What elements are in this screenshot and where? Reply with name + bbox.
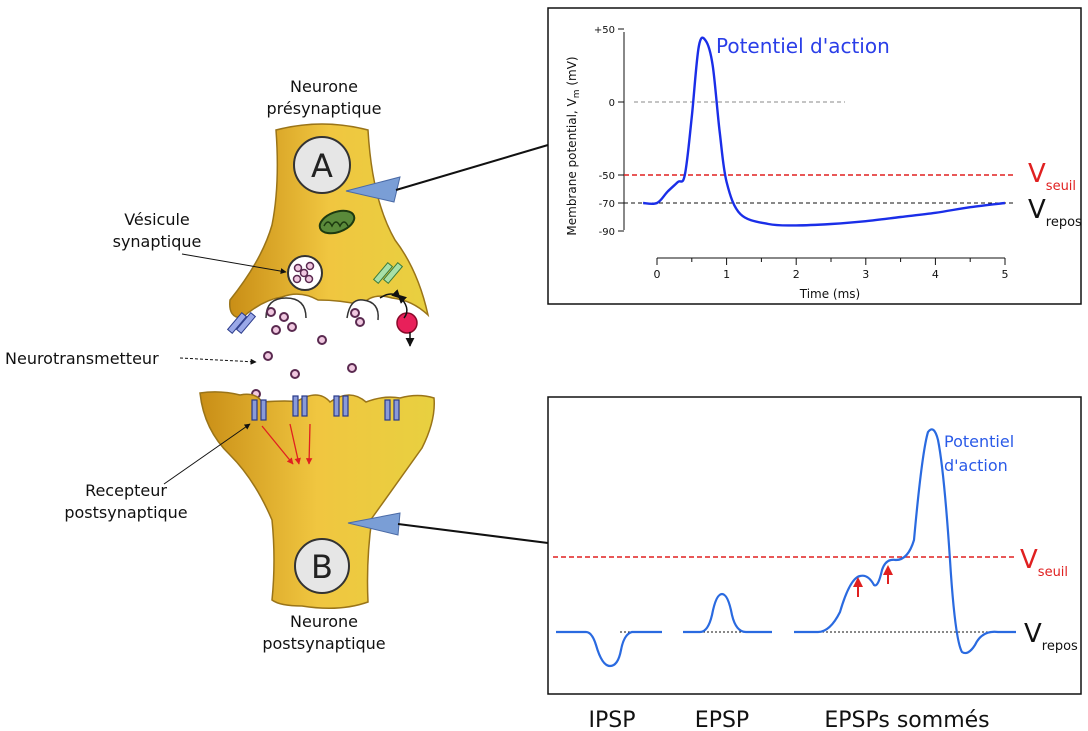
- x-tick-label: 0: [654, 268, 661, 281]
- x-tick-label: 1: [723, 268, 730, 281]
- postsynaptic-label-line1: Neurone: [290, 612, 358, 631]
- neuron-a-circle: [293, 136, 351, 194]
- neuron-b-circle: [294, 538, 350, 594]
- category-epsp: EPSP: [695, 708, 749, 731]
- neurotransmitter-pointer: [179, 357, 257, 365]
- presynaptic-label-line2: présynaptique: [267, 99, 382, 118]
- psp-chart: Potentiel d'action Vseuil Vrepos: [553, 428, 1078, 668]
- vesicle-label-line2: synaptique: [113, 232, 202, 251]
- vesicle-pointer: [181, 253, 287, 275]
- neuron-a-letter: A: [311, 147, 333, 185]
- x-axis-label: Time (ms): [799, 287, 861, 301]
- psp-rest-label: Vrepos: [1024, 619, 1078, 654]
- ap-title: Potentiel d'action: [716, 34, 890, 58]
- x-tick-label: 5: [1002, 268, 1009, 281]
- x-tick-label: 4: [932, 268, 939, 281]
- mitochondrion-icon: [318, 209, 356, 235]
- y-tick-label: -70: [599, 199, 615, 210]
- y-tick-label: 0: [609, 98, 615, 109]
- epsp-trace: [683, 592, 772, 634]
- psp-threshold-label: Vseuil: [1020, 545, 1068, 580]
- reuptake-transporter-icon: [372, 261, 404, 285]
- neuron-b-letter: B: [311, 548, 333, 586]
- postsynaptic-receptor-icons: [251, 395, 400, 421]
- callout-bottom: [347, 512, 549, 544]
- action-potential-panel: [547, 7, 1082, 305]
- autoreceptor-icon: [226, 311, 257, 335]
- receptor-pointer: [163, 423, 251, 485]
- postsynaptic-label-line2: postsynaptique: [262, 634, 385, 653]
- category-epsps-summed: EPSPs sommés: [824, 708, 989, 731]
- epsp-sum-trace: [794, 428, 1016, 655]
- presynaptic-label-line1: Neurone: [290, 77, 358, 96]
- summation-arrows: [853, 565, 893, 597]
- y-tick-label: -90: [599, 227, 615, 238]
- ap-threshold-label: Vseuil: [1028, 159, 1076, 194]
- x-tick-label: 3: [862, 268, 869, 281]
- action-potential-trace: [643, 36, 1006, 227]
- vesicle-label-line1: Vésicule: [124, 210, 190, 229]
- synaptic-vesicle-icon: [287, 255, 323, 291]
- x-tick-label: 2: [793, 268, 800, 281]
- y-tick-label: +50: [594, 25, 615, 36]
- receptor-label-line2: postsynaptique: [64, 503, 187, 522]
- ipsp-trace: [556, 630, 662, 668]
- postsynaptic-neuron: [199, 391, 435, 609]
- category-ipsp: IPSP: [589, 708, 636, 731]
- neurotransmitter-molecules: [251, 307, 365, 399]
- psp-panel: [547, 396, 1082, 695]
- receptor-label-line1: Recepteur: [85, 481, 167, 500]
- y-axis-label: Membrane potential, Vm (mV): [565, 56, 582, 235]
- neurotransmitter-label: Neurotransmetteur: [5, 349, 159, 368]
- y-tick-label: -50: [599, 171, 615, 182]
- psp-title-line1: Potentiel: [944, 432, 1014, 451]
- ion-flow-arrows: [261, 423, 313, 465]
- callout-top: [345, 144, 549, 203]
- release-arrow: [379, 289, 401, 299]
- psp-title-line2: d'action: [944, 456, 1008, 475]
- ap-rest-label: Vrepos: [1028, 195, 1082, 230]
- ion-channel-icon: [396, 312, 418, 334]
